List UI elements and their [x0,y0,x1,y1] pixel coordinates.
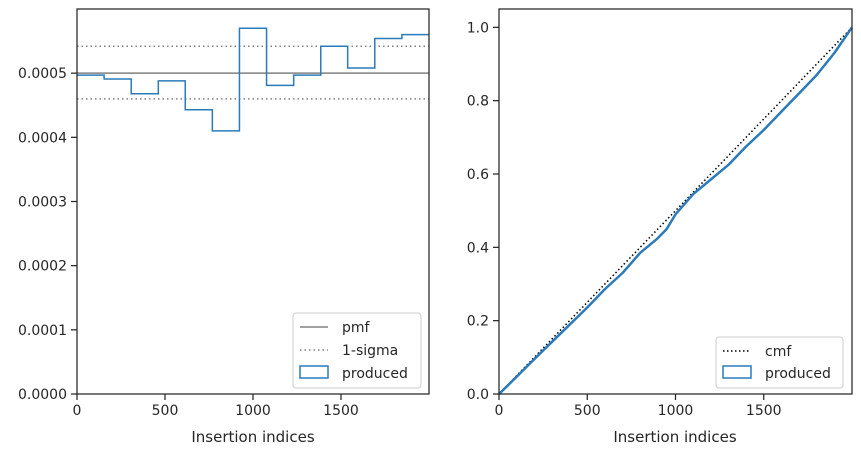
legend-produced-label-right: produced [765,366,831,382]
left-x-tick-label: 0 [73,403,82,419]
right-y-tick-label: 0.2 [467,314,489,330]
legend-cmf-label: cmf [765,344,792,360]
right-x-tick-label: 1000 [658,403,694,419]
legend-pmf-label: pmf [342,320,371,336]
right-x-tick-label: 500 [574,403,601,419]
left-y-tick-label: 0.0005 [18,66,67,82]
left-x-tick-label: 500 [152,403,179,419]
cmf-line-group [498,26,853,395]
right-x-ticks: 0 500 1000 1500 [495,394,782,419]
legend-produced-swatch-right [722,365,752,379]
produced-step-group [77,27,429,132]
sigma-lines [77,45,429,100]
left-y-tick-label: 0.0004 [18,130,67,146]
right-legend-box [715,336,844,389]
left-y-tick-label: 0.0002 [18,259,67,275]
right-y-tick-label: 0.0 [467,387,489,403]
right-y-tick-label: 0.4 [467,240,489,256]
right-y-tick-label: 1.0 [467,20,489,36]
left-legend: pmf 1-sigma produced [292,312,422,389]
right-y-tick-label: 0.6 [467,167,489,183]
legend-produced-swatch [299,365,329,379]
produced-step-line [77,27,429,132]
legend-produced-label: produced [342,366,408,382]
left-x-ticks: 0 500 1000 1500 [73,394,359,419]
left-plot: 0 500 1000 1500 0.00000.00010.00020.00030.0… [18,8,430,446]
left-y-tick-label: 0.0001 [18,323,67,339]
right-x-axis-label: Insertion indices [613,428,736,446]
produced-cdf-line [498,26,854,395]
right-plot-background [499,9,852,394]
right-legend: cmf produced [715,336,844,389]
cmf-line [498,26,853,395]
right-x-tick-label: 1500 [746,403,782,419]
right-y-tick-label: 0.8 [467,94,489,110]
left-y-ticks: 0.0000 0.0001 0.0002 0.0003 0.0004 0.0005 [18,66,77,403]
produced-cdf-group [498,26,854,395]
right-plot: 0 500 1000 1500 0.0 0.2 0.4 0.6 0.8 1.0 Insertio… [467,8,854,446]
left-legend-box [292,312,422,389]
left-x-tick-label: 1000 [235,403,271,419]
left-y-tick-label: 0.0000 [18,387,67,403]
right-y-ticks: 0.0 0.2 0.4 0.6 0.8 1.0 [467,20,499,403]
legend-sigma-label: 1-sigma [342,343,398,359]
right-x-tick-label: 0 [495,403,504,419]
left-x-tick-label: 1500 [323,403,359,419]
left-x-axis-label: Insertion indices [191,428,314,446]
left-y-tick-label: 0.0003 [18,195,67,211]
